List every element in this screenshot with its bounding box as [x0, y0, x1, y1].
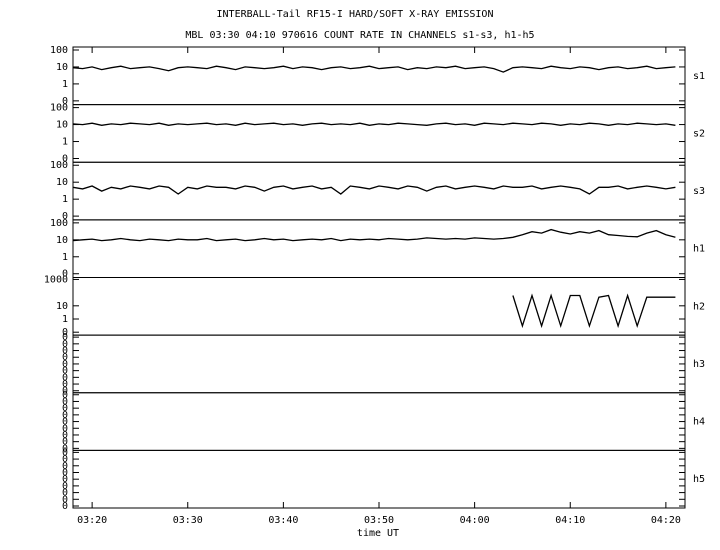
panel-label: h2: [693, 301, 705, 312]
y-tick-label: 0: [62, 396, 68, 407]
y-tick-label: 0: [62, 423, 68, 434]
y-tick-label: 0: [62, 488, 68, 499]
y-tick-label: 0: [62, 372, 68, 383]
data-line: [72, 228, 676, 242]
y-tick-label: 10: [56, 62, 68, 73]
y-tick-label: 0: [62, 379, 68, 390]
x-tick-label: 04:20: [651, 515, 681, 526]
panel-label: h5: [693, 474, 705, 485]
y-tick-label: 0: [62, 417, 68, 428]
y-tick-label: 0: [62, 211, 68, 222]
y-tick-label: 0: [62, 501, 68, 512]
y-tick-label: 0: [62, 332, 68, 343]
y-tick-label: 1: [62, 137, 68, 148]
data-line: [72, 122, 676, 126]
chart-subtitle: MBL 03:30 04:10 970616 COUNT RATE IN CHA…: [185, 30, 534, 41]
panel-frame: [72, 392, 686, 451]
chart-title: INTERBALL-Tail RF15-I HARD/SOFT X-RAY EM…: [217, 9, 494, 20]
y-tick-label: 0: [62, 454, 68, 465]
y-tick-label: 0: [62, 359, 68, 370]
panel-frame: [72, 449, 686, 509]
data-line: [72, 185, 676, 195]
y-tick-label: 0: [62, 474, 68, 485]
x-tick-label: 03:50: [364, 515, 394, 526]
panel-frame: [72, 277, 686, 336]
x-tick-label: 04:00: [460, 515, 490, 526]
y-tick-label: 0: [62, 96, 68, 107]
panel-label: h3: [693, 359, 705, 370]
y-tick-label: 0: [62, 461, 68, 472]
x-tick-label: 03:30: [173, 515, 203, 526]
y-tick-label: 0: [62, 430, 68, 441]
panel-frame: [72, 219, 686, 278]
data-line: [512, 293, 676, 329]
y-tick-label: 10: [56, 120, 68, 131]
x-tick-label: 03:20: [77, 515, 107, 526]
y-tick-label: 0: [62, 494, 68, 505]
y-tick-label: 0: [62, 269, 68, 280]
y-tick-label: 0: [62, 390, 68, 401]
y-tick-label: 0: [62, 352, 68, 363]
y-tick-label: 0: [62, 467, 68, 478]
x-tick-label: 04:10: [555, 515, 585, 526]
y-tick-label: 100: [50, 218, 68, 229]
y-tick-label: 0: [62, 366, 68, 377]
y-tick-label: 10: [56, 177, 68, 188]
x-axis-label: time UT: [357, 528, 399, 539]
y-tick-label: 100: [50, 103, 68, 114]
y-tick-label: 0: [62, 403, 68, 414]
data-line: [72, 65, 676, 73]
y-tick-label: 0: [62, 443, 68, 454]
y-tick-label: 0: [62, 437, 68, 448]
y-tick-label: 1: [62, 194, 68, 205]
y-tick-label: 0: [62, 346, 68, 357]
panel-label: s3: [693, 186, 705, 197]
x-tick-label: 03:40: [268, 515, 298, 526]
panel-label: h1: [693, 244, 705, 255]
y-tick-label: 0: [62, 327, 68, 338]
panel-label: h4: [693, 417, 705, 428]
y-tick-label: 100: [50, 160, 68, 171]
y-tick-label: 100: [50, 45, 68, 56]
y-tick-label: 10: [56, 301, 68, 312]
y-tick-label: 0: [62, 339, 68, 350]
panel-frame: [72, 104, 686, 163]
y-tick-label: 1: [62, 252, 68, 263]
panel-label: s2: [693, 128, 705, 139]
y-tick-label: 0: [62, 153, 68, 164]
y-tick-label: 0: [62, 481, 68, 492]
panel-label: s1: [693, 71, 705, 82]
y-tick-label: 0: [62, 386, 68, 397]
y-tick-label: 10: [56, 235, 68, 246]
y-tick-label: 0: [62, 447, 68, 458]
y-tick-label: 1: [62, 79, 68, 90]
y-tick-label: 1: [62, 314, 68, 325]
y-tick-label: 1000: [44, 274, 68, 285]
y-tick-label: 0: [62, 410, 68, 421]
panel-frame: [72, 334, 686, 394]
panel-frame: [72, 46, 686, 106]
